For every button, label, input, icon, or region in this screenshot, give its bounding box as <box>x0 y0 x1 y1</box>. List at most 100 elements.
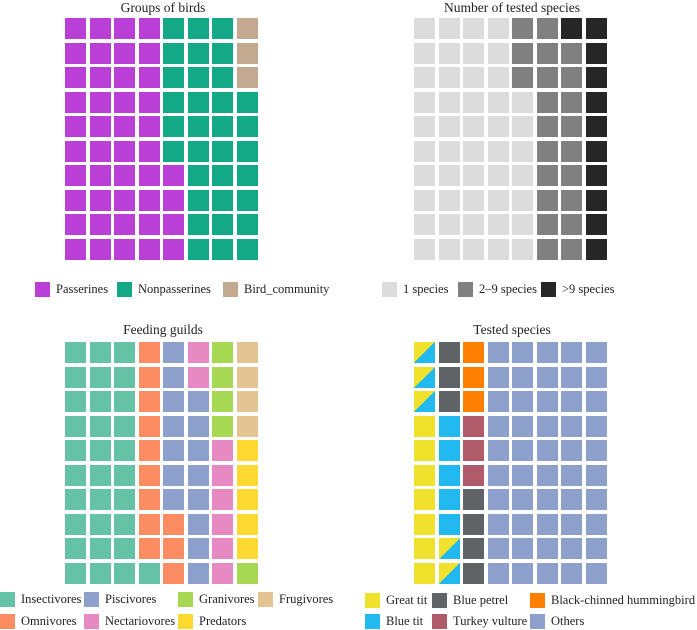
waffle-cell-I <box>89 538 111 559</box>
waffle-cell-I <box>114 415 135 437</box>
waffle-cell-O <box>163 513 184 535</box>
legend-label: Others <box>551 614 585 628</box>
waffle-cell-O <box>138 415 160 437</box>
waffle-cell-M <box>512 18 533 39</box>
waffle-cell-O <box>585 464 607 486</box>
legend-label: 1 species <box>403 282 449 296</box>
legend-label: 2–9 species <box>479 282 537 296</box>
waffle-cell-G <box>414 415 435 437</box>
legend-swatch <box>541 282 556 297</box>
waffle-cell-P <box>138 238 160 260</box>
waffle-cell-1 <box>438 214 460 235</box>
waffle-cell-1 <box>414 189 435 211</box>
waffle-cell-D <box>561 18 582 39</box>
waffle-cell-P <box>114 214 135 235</box>
waffle-cell-V <box>463 415 484 437</box>
waffle-cell-N <box>212 18 233 39</box>
legend-item: Turkey vulture <box>432 614 527 629</box>
chart-title-feeding-guilds: Feeding guilds <box>123 322 203 337</box>
waffle-cell-F <box>236 391 258 412</box>
waffle-cell-N <box>187 140 209 162</box>
waffle-cell-N <box>187 18 209 39</box>
waffle-cell-O <box>512 342 533 363</box>
waffle-cell-I <box>65 415 86 437</box>
waffle-cell-M <box>536 189 558 211</box>
waffle-cell-P <box>114 67 135 88</box>
waffle-cell-I <box>114 513 135 535</box>
legend-item: >9 species <box>541 282 615 297</box>
legend-swatch <box>35 282 50 297</box>
waffle-cell-N <box>236 165 258 186</box>
waffle-cell-D <box>236 538 258 559</box>
waffle-cell-N <box>187 189 209 211</box>
waffle-cell-1 <box>414 67 435 88</box>
waffle-cell-1 <box>487 189 509 211</box>
legend-label: Great tit <box>386 593 428 607</box>
waffle-cell-O <box>536 513 558 535</box>
legend-swatch <box>530 593 545 608</box>
waffle-cell-O <box>487 366 509 388</box>
legend-swatch <box>117 282 132 297</box>
waffle-cell-O <box>487 415 509 437</box>
waffle-cell-O <box>585 513 607 535</box>
waffle-cell-1 <box>438 67 460 88</box>
waffle-cell-P <box>438 391 460 412</box>
waffle-cell-1 <box>487 18 509 39</box>
waffle-cell-I <box>114 562 135 584</box>
waffle-cell-P <box>438 342 460 363</box>
waffle-cell-P <box>114 18 135 39</box>
legend-item: Passerines <box>35 282 108 297</box>
waffle-cell-P <box>114 91 135 113</box>
waffle-cell-1 <box>512 165 533 186</box>
waffle-cell-N <box>212 189 233 211</box>
waffle-cell-O <box>585 440 607 461</box>
waffle-cell-P <box>65 214 86 235</box>
waffle-cell-P <box>89 238 111 260</box>
waffle-cell-1 <box>463 214 484 235</box>
legend-swatch <box>432 593 447 608</box>
waffle-cell-N <box>187 116 209 137</box>
waffle-cell-P <box>65 116 86 137</box>
waffle-cell-N <box>187 91 209 113</box>
waffle-cell-P <box>65 18 86 39</box>
waffle-cell-1 <box>438 140 460 162</box>
waffle-cell-O <box>138 538 160 559</box>
waffle-cell-M <box>561 238 582 260</box>
waffle-cell-D <box>585 214 607 235</box>
waffle-cell-I <box>65 366 86 388</box>
waffle-cell-M <box>536 140 558 162</box>
waffle-cell-O <box>561 366 582 388</box>
waffle-cell-P <box>163 214 184 235</box>
waffle-cell-P <box>114 140 135 162</box>
waffle-cell-O <box>138 366 160 388</box>
waffle-cell-O <box>585 342 607 363</box>
waffle-cell-1 <box>438 116 460 137</box>
waffle-cell-X <box>438 562 460 584</box>
waffle-cell-P <box>65 189 86 211</box>
waffle-cell-D <box>585 238 607 260</box>
waffle-cell-D <box>585 67 607 88</box>
waffle-cell-N <box>163 116 184 137</box>
waffle-cell-N <box>212 165 233 186</box>
waffle-cell-I <box>89 562 111 584</box>
waffle-cell-D <box>585 189 607 211</box>
waffle-cell-P <box>163 464 184 486</box>
waffle-cell-P <box>89 18 111 39</box>
legend-swatch <box>382 282 397 297</box>
waffle-cell-1 <box>512 116 533 137</box>
waffle-cell-O <box>585 415 607 437</box>
legend-swatch <box>0 592 15 607</box>
waffle-cell-M <box>536 165 558 186</box>
chart-title-groups-of-birds: Groups of birds <box>120 0 206 15</box>
waffle-cell-I <box>114 489 135 510</box>
waffle-cell-1 <box>463 140 484 162</box>
waffle-cell-P <box>89 42 111 64</box>
waffle-cell-H <box>463 342 484 363</box>
legend-label: >9 species <box>562 282 615 296</box>
waffle-cell-P <box>187 391 209 412</box>
waffle-cell-M <box>561 189 582 211</box>
waffle-cell-M <box>561 91 582 113</box>
waffle-cell-O <box>536 366 558 388</box>
waffle-cell-H <box>463 391 484 412</box>
waffle-cell-N <box>236 140 258 162</box>
